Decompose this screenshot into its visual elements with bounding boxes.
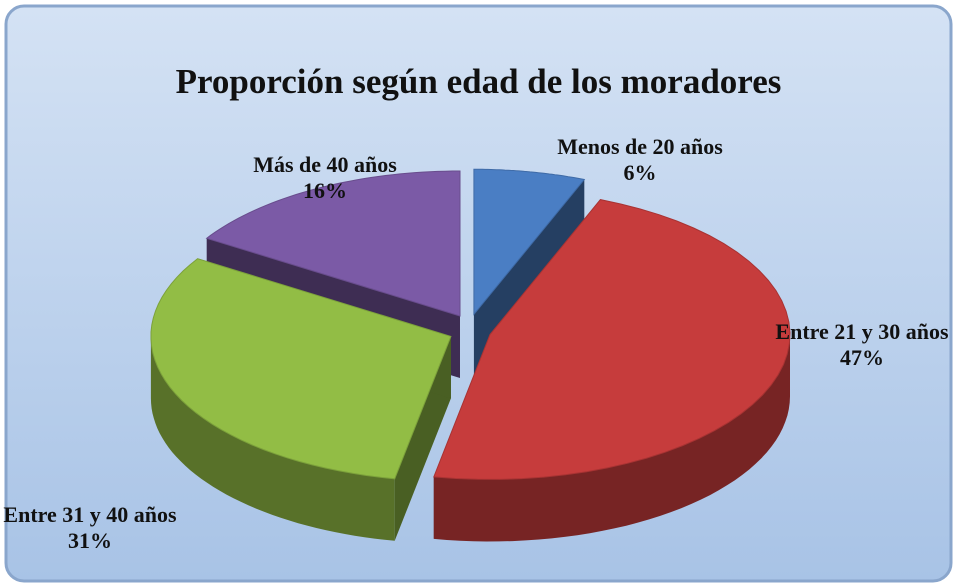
slice-side bbox=[433, 334, 790, 542]
slice-label: Entre 31 y 40 años 31% bbox=[0, 502, 185, 554]
slice bbox=[150, 258, 452, 480]
pie bbox=[150, 168, 791, 542]
slice-label: Más de 40 años 16% bbox=[230, 152, 420, 204]
slice-category: Más de 40 años bbox=[253, 152, 397, 177]
slice-value: 6% bbox=[623, 160, 657, 185]
slice-category: Entre 21 y 30 años bbox=[775, 319, 949, 344]
slice-side bbox=[150, 336, 395, 541]
slice bbox=[473, 168, 586, 316]
slice-value: 16% bbox=[303, 178, 347, 203]
slice bbox=[433, 199, 791, 480]
slice-value: 47% bbox=[840, 345, 884, 370]
slice bbox=[205, 170, 461, 317]
slice-category: Menos de 20 años bbox=[557, 134, 723, 159]
slice-label: Menos de 20 años 6% bbox=[545, 134, 735, 186]
slice-category: Entre 31 y 40 años bbox=[3, 502, 177, 527]
slice-label: Entre 21 y 30 años 47% bbox=[767, 319, 957, 371]
chart-title: Proporción según edad de los moradores bbox=[175, 62, 782, 101]
slice-value: 31% bbox=[68, 528, 112, 553]
